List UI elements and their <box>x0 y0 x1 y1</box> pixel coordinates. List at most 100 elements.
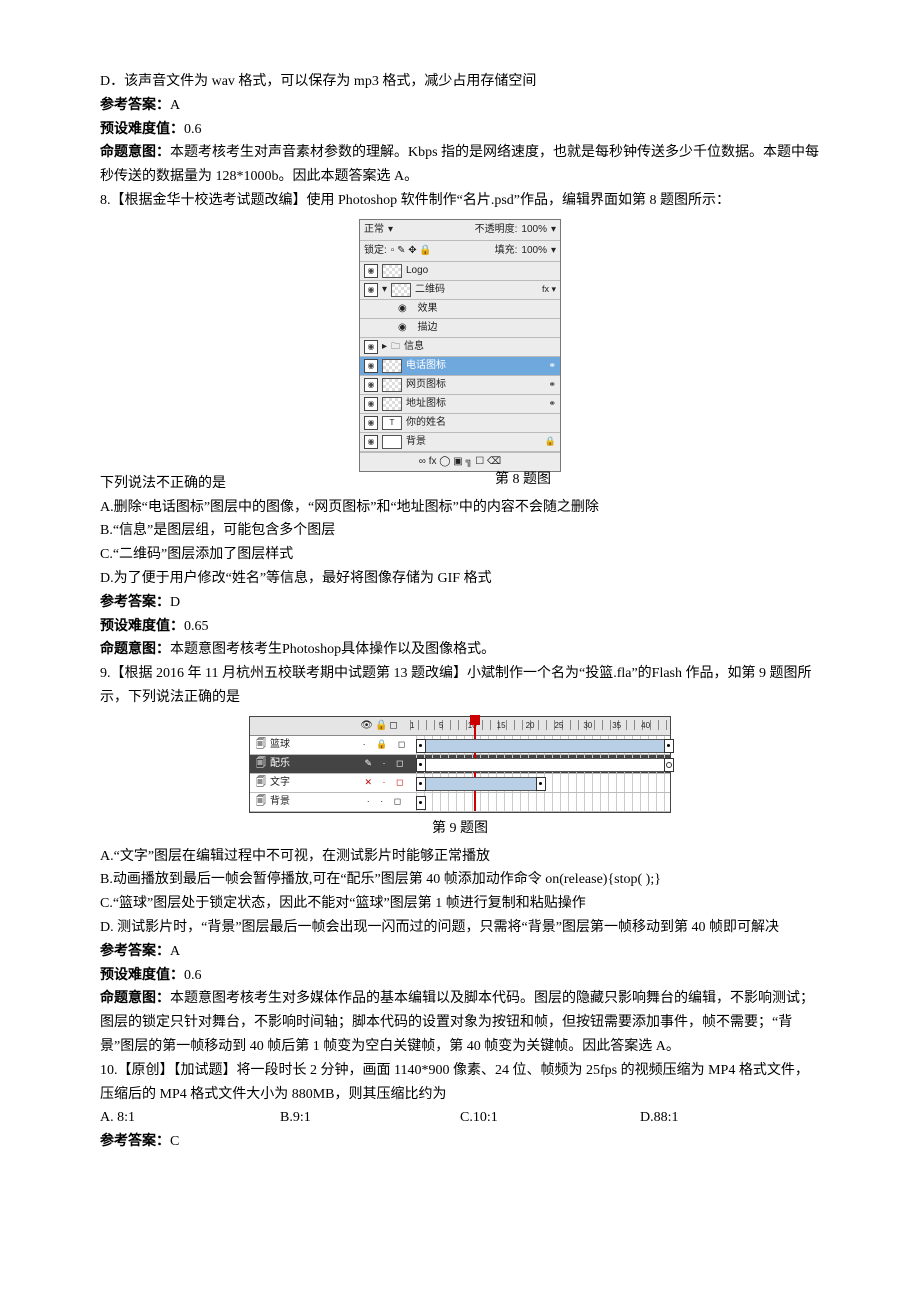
ps-layer-addr-label: 地址图标 <box>406 395 446 412</box>
eye-icon: ◉ <box>364 397 378 411</box>
ruler-num: 35 <box>612 719 641 733</box>
q9-option-a: A.“文字”图层在编辑过程中不可视，在测试影片时能够正常播放 <box>100 845 820 869</box>
q8-intent-label: 命题意图： <box>100 642 170 657</box>
ruler-num: 40 <box>641 719 670 733</box>
ps-layer-info: ◉▸🗀信息 <box>360 338 560 357</box>
q7-answer-val: A <box>170 98 180 113</box>
ps-layer-web: ◉ 网页图标 ⚭ <box>360 376 560 395</box>
fl-header: 👁🔒◻ 1 5 10 15 20 25 30 35 40 <box>250 717 670 736</box>
q8-caption: 第 8 题图 <box>226 468 820 492</box>
q8-intent: 命题意图：本题意图考核考生Photoshop具体操作以及图像格式。 <box>100 638 820 662</box>
ruler-num: 5 <box>439 719 468 733</box>
q7-intent: 命题意图：本题考核考生对声音素材参数的理解。Kbps 指的是网络速度，也就是每秒… <box>100 141 820 189</box>
ps-blend-mode: 正常 <box>364 221 384 238</box>
ps-layer-addr: ◉ 地址图标 ⚭ <box>360 395 560 414</box>
eye-icon: ◉ <box>364 359 378 373</box>
q9-answer-label: 参考答案： <box>100 944 170 959</box>
fl-ruler: 1 5 10 15 20 25 30 35 40 <box>410 717 670 735</box>
ps-layer-info-label: 信息 <box>404 338 424 355</box>
lock-icons: ▫ ✎ ✥ 🔒 <box>391 242 432 259</box>
q8-option-c: C.“二维码”图层添加了图层样式 <box>100 543 820 567</box>
q10-option-c: C.10:1 <box>460 1106 640 1130</box>
link-icon: ⚭ <box>548 358 556 373</box>
triangle-down-icon: ▾ <box>382 281 387 298</box>
q9-diff-val: 0.6 <box>184 968 202 983</box>
photoshop-layers-panel: 正常 ▾ 不透明度: 100% ▾ 锁定: ▫ ✎ ✥ 🔒 填充: 100% ▾… <box>359 219 561 472</box>
eye-icon: ◉ <box>398 319 407 336</box>
layer-thumb-icon <box>382 264 402 278</box>
q9-option-d: D. 测试影片时，“背景”图层最后一帧会出现一闪而过的问题，只需将“背景”图层第… <box>100 916 820 940</box>
q8-diff: 预设难度值：0.65 <box>100 615 820 639</box>
q9-answer-val: A <box>170 944 180 959</box>
link-icon: ⚭ <box>548 396 556 411</box>
fl-ball-track <box>416 736 670 754</box>
q8-answer-val: D <box>170 595 180 610</box>
layer-thumb-icon <box>391 283 411 297</box>
q8-intent-text: 本题意图考核考生Photoshop具体操作以及图像格式。 <box>170 642 495 657</box>
q7-option-d: D．该声音文件为 wav 格式，可以保存为 mp3 格式，减少占用存储空间 <box>100 70 820 94</box>
fl-header-icons: 👁🔒◻ <box>350 717 410 734</box>
layer-thumb-icon <box>382 397 402 411</box>
ps-layer-logo-label: Logo <box>406 262 428 279</box>
q8-answer: 参考答案：D <box>100 591 820 615</box>
q9-caption: 第 9 题图 <box>100 817 820 841</box>
ps-layer-name: ◉ T 你的姓名 <box>360 414 560 433</box>
ps-opacity-label: 不透明度: <box>475 221 518 238</box>
eye-icon: ◉ <box>398 300 407 317</box>
q8-diff-label: 预设难度值： <box>100 619 184 634</box>
chevron-down-icon: ▾ <box>551 221 556 238</box>
q10-answer: 参考答案：C <box>100 1130 820 1154</box>
fl-bg-label: 背景 <box>270 793 290 810</box>
q9-diff-label: 预设难度值： <box>100 968 184 983</box>
ps-layer-web-label: 网页图标 <box>406 376 446 393</box>
ps-lock-label: 锁定: <box>364 242 387 259</box>
chevron-down-icon: ▾ <box>551 242 556 259</box>
layer-icon: 🗐 <box>256 755 266 772</box>
ps-layer-logo: ◉ Logo <box>360 262 560 281</box>
text-layer-icon: T <box>382 416 402 430</box>
q8-option-d: D.为了便于用户修改“姓名”等信息，最好将图像存储为 GIF 格式 <box>100 567 820 591</box>
q9-intent-label: 命题意图： <box>100 991 170 1006</box>
ps-layer-phone: ◉电话图标⚭ <box>360 357 560 376</box>
fl-layer-text: 🗐文字 ✕ · ◻ <box>250 774 670 793</box>
q8-option-a: A.删除“电话图标”图层中的图像，“网页图标”和“地址图标”中的内容不会随之删除 <box>100 496 820 520</box>
layer-thumb-icon <box>382 435 402 449</box>
fl-layer-ball: 🗐篮球 · 🔒 ◻ <box>250 736 670 755</box>
ps-layer-fx: ◉ 效果 <box>360 300 560 319</box>
ps-fill-label: 填充: <box>495 242 518 259</box>
q10-options: A. 8:1 B.9:1 C.10:1 D.88:1 <box>100 1106 820 1130</box>
ps-layer-qr: ◉▾二维码fx ▾ <box>360 281 560 300</box>
fl-bg-track <box>416 793 670 811</box>
q7-intent-label: 命题意图： <box>100 145 170 160</box>
q7-answer-label: 参考答案： <box>100 98 170 113</box>
layer-thumb-icon <box>382 359 402 373</box>
q10-title: 10.【原创】【加试题】将一段时长 2 分钟，画面 1140*900 像素、24… <box>100 1059 820 1107</box>
q9-title: 9.【根据 2016 年 11 月杭州五校联考期中试题第 13 题改编】小斌制作… <box>100 662 820 710</box>
fl-ball-ctrl: · 🔒 ◻ <box>356 737 416 752</box>
q10-option-b: B.9:1 <box>280 1106 460 1130</box>
ps-fx-label: 效果 <box>418 300 438 317</box>
ps-opacity-val: 100% <box>521 221 547 238</box>
eye-icon: ◉ <box>364 416 378 430</box>
link-icon: ⚭ <box>548 377 556 392</box>
q9-option-b: B.动画播放到最后一帧会暂停播放,可在“配乐”图层第 40 帧添加动作命令 on… <box>100 868 820 892</box>
eye-icon: ◉ <box>364 378 378 392</box>
layer-icon: 🗐 <box>256 774 266 791</box>
q10-option-d: D.88:1 <box>640 1106 820 1130</box>
q10-answer-label: 参考答案： <box>100 1134 170 1149</box>
q9-option-c: C.“篮球”图层处于锁定状态，因此不能对“篮球”图层第 1 帧进行复制和粘贴操作 <box>100 892 820 916</box>
fx-icon: fx ▾ <box>542 282 556 297</box>
eye-icon: ◉ <box>364 264 378 278</box>
eye-icon: ◉ <box>364 340 378 354</box>
eye-icon: ◉ <box>364 435 378 449</box>
q7-intent-text: 本题考核考生对声音素材参数的理解。Kbps 指的是网络速度，也就是每秒钟传送多少… <box>100 145 819 184</box>
ps-layer-bg: ◉背景🔒 <box>360 433 560 452</box>
ps-layer-name-label: 你的姓名 <box>406 414 446 431</box>
q10-option-a: A. 8:1 <box>100 1106 280 1130</box>
lock-icon: 🔒 <box>545 434 556 449</box>
q8-option-b: B.“信息”是图层组，可能包含多个图层 <box>100 519 820 543</box>
fl-text-label: 文字 <box>270 774 290 791</box>
q8-stem-row: 下列说法不正确的是 第 8 题图 <box>100 472 820 496</box>
ps-layer-stroke: ◉ 描边 <box>360 319 560 338</box>
fl-layer-music: 🗐配乐 ✎ · ◻ <box>250 755 670 774</box>
